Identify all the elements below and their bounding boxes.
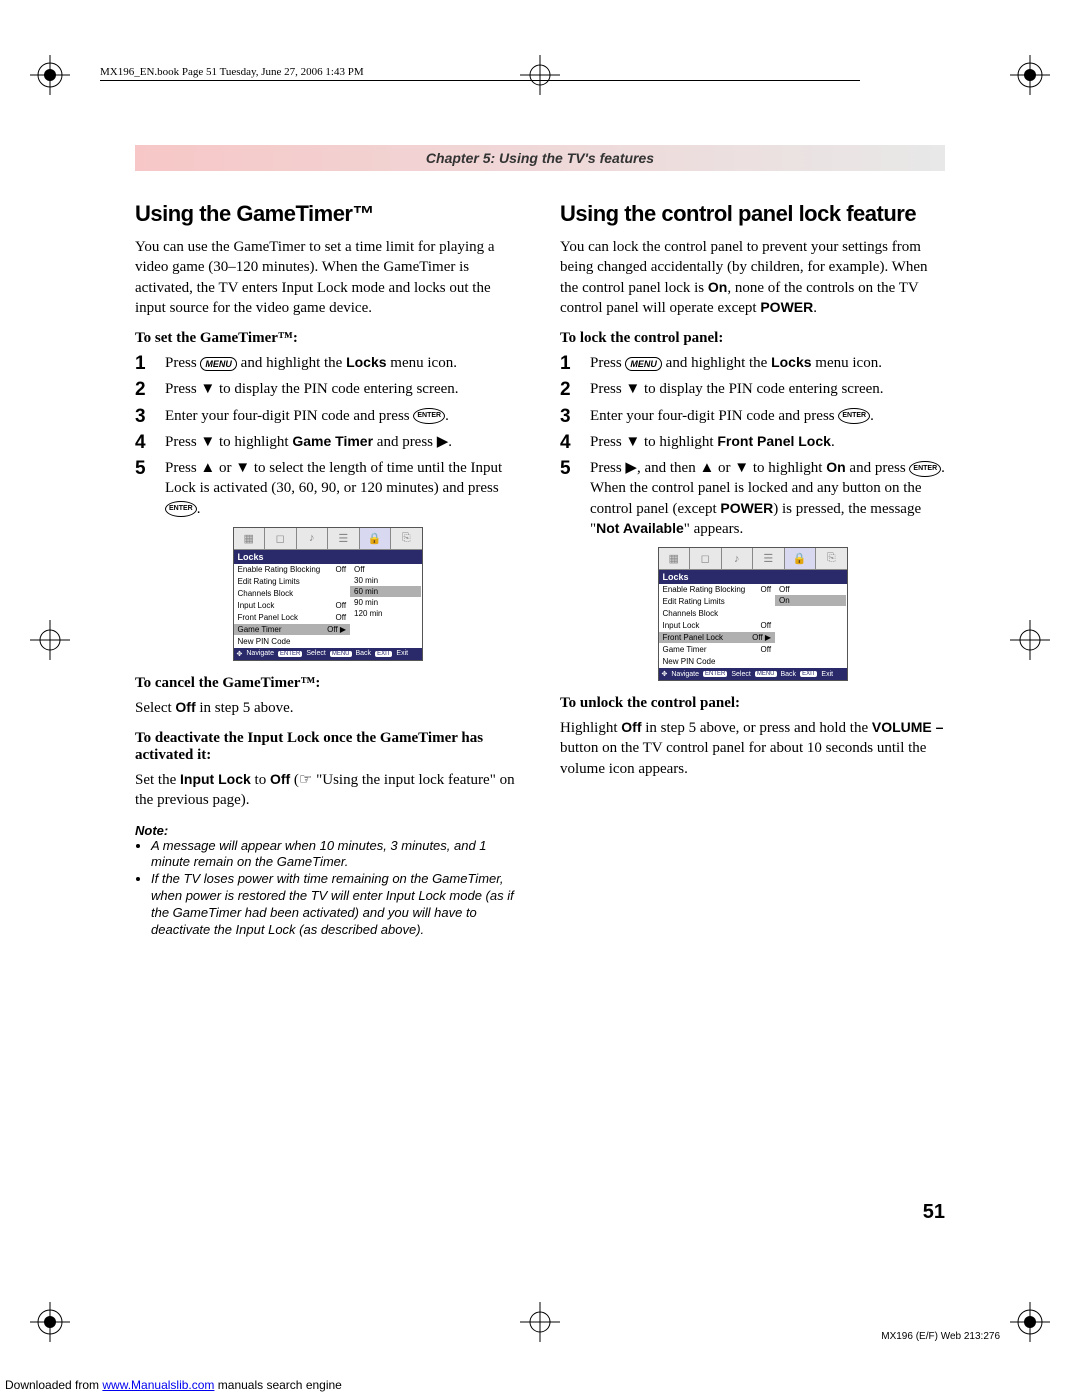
osd-tab-icon: ▦ bbox=[234, 528, 266, 549]
crop-mark-icon bbox=[1010, 1302, 1050, 1342]
osd-row: New PIN Code bbox=[234, 636, 351, 648]
note-list: A message will appear when 10 minutes, 3… bbox=[135, 838, 520, 939]
crop-mark-icon bbox=[520, 1302, 560, 1342]
crop-mark-icon bbox=[30, 620, 70, 660]
osd-row: Edit Rating Limits bbox=[659, 596, 776, 608]
unlock-text: Highlight Off in step 5 above, or press … bbox=[560, 718, 945, 779]
step-5: Press ▶, and then ▲ or ▼ to highlight On… bbox=[560, 458, 945, 539]
osd-option: Off bbox=[775, 584, 846, 595]
osd-option: Off bbox=[350, 564, 421, 575]
step-4: Press ▼ to highlight Game Timer and pres… bbox=[135, 432, 520, 452]
osd-option: 120 min bbox=[350, 608, 421, 619]
osd-row: Game TimerOff bbox=[659, 644, 776, 656]
osd-gametimer: ▦ ◻ ♪ ☰ 🔒 ⎘ Locks Enable Rating Blocking… bbox=[233, 527, 423, 661]
osd-tab-icon: ◻ bbox=[265, 528, 297, 549]
step-1: Press MENU and highlight the Locks menu … bbox=[560, 353, 945, 373]
osd-row: Input LockOff bbox=[234, 600, 351, 612]
right-column: Using the control panel lock feature You… bbox=[560, 201, 945, 939]
page-number: 51 bbox=[923, 1201, 945, 1224]
osd-tab-icon: ⎘ bbox=[391, 528, 422, 549]
deactivate-subhead: To deactivate the Input Lock once the Ga… bbox=[135, 730, 520, 764]
crop-mark-icon bbox=[1010, 620, 1050, 660]
gametimer-heading: Using the GameTimer™ bbox=[135, 201, 520, 227]
osd-title: Locks bbox=[659, 570, 847, 584]
lock-panel-subhead: To lock the control panel: bbox=[560, 330, 945, 347]
enter-button-icon: ENTER bbox=[909, 461, 941, 477]
osd-option: 30 min bbox=[350, 575, 421, 586]
deactivate-text: Set the Input Lock to Off (☞ "Using the … bbox=[135, 770, 520, 811]
osd-panellock: ▦ ◻ ♪ ☰ 🔒 ⎘ Locks Enable Rating Blocking… bbox=[658, 547, 848, 681]
osd-row: Front Panel LockOff bbox=[234, 612, 351, 624]
menu-button-icon: MENU bbox=[200, 357, 237, 371]
osd-tab-icon: ♪ bbox=[722, 548, 754, 569]
osd-option: On bbox=[775, 595, 846, 606]
download-note: Downloaded from www.Manualslib.com manua… bbox=[5, 1378, 342, 1392]
panellock-intro: You can lock the control panel to preven… bbox=[560, 237, 945, 318]
step-5: Press ▲ or ▼ to select the length of tim… bbox=[135, 458, 520, 519]
cancel-text: Select Off in step 5 above. bbox=[135, 698, 520, 718]
osd-row: Input LockOff bbox=[659, 620, 776, 632]
enter-button-icon: ENTER bbox=[413, 408, 445, 424]
step-3: Enter your four-digit PIN code and press… bbox=[560, 406, 945, 426]
cancel-gametimer-subhead: To cancel the GameTimer™: bbox=[135, 675, 520, 692]
page-content: Chapter 5: Using the TV's features Using… bbox=[135, 145, 945, 939]
osd-tab-icon: 🔒 bbox=[360, 528, 392, 549]
osd-tab-icon: ⎘ bbox=[816, 548, 847, 569]
osd-row: Game TimerOff ▶ bbox=[234, 624, 351, 636]
step-3: Enter your four-digit PIN code and press… bbox=[135, 406, 520, 426]
note-item: If the TV loses power with time remainin… bbox=[151, 871, 520, 939]
osd-footer: ✥Navigate ENTERSelect MENUBack EXITExit bbox=[659, 668, 847, 680]
osd-row: Front Panel LockOff ▶ bbox=[659, 632, 776, 644]
osd-tab-icon: ◻ bbox=[690, 548, 722, 569]
left-column: Using the GameTimer™ You can use the Gam… bbox=[135, 201, 520, 939]
footer-code: MX196 (E/F) Web 213:276 bbox=[881, 1331, 1000, 1342]
page-header-meta: MX196_EN.book Page 51 Tuesday, June 27, … bbox=[100, 66, 860, 81]
set-gametimer-subhead: To set the GameTimer™: bbox=[135, 330, 520, 347]
note-item: A message will appear when 10 minutes, 3… bbox=[151, 838, 520, 872]
crop-mark-icon bbox=[1010, 55, 1050, 95]
osd-tab-icon: ▦ bbox=[659, 548, 691, 569]
chapter-bar: Chapter 5: Using the TV's features bbox=[135, 145, 945, 171]
step-1: Press MENU and highlight the Locks menu … bbox=[135, 353, 520, 373]
step-4: Press ▼ to highlight Front Panel Lock. bbox=[560, 432, 945, 452]
osd-row: Channels Block bbox=[234, 588, 351, 600]
osd-footer: ✥Navigate ENTERSelect MENUBack EXITExit bbox=[234, 648, 422, 660]
menu-button-icon: MENU bbox=[625, 357, 662, 371]
gametimer-steps: Press MENU and highlight the Locks menu … bbox=[135, 353, 520, 519]
osd-option: 60 min bbox=[350, 586, 421, 597]
crop-mark-icon bbox=[30, 1302, 70, 1342]
note-head: Note: bbox=[135, 823, 520, 838]
osd-row: Enable Rating BlockingOff bbox=[659, 584, 776, 596]
panellock-heading: Using the control panel lock feature bbox=[560, 201, 945, 227]
manualslib-link[interactable]: www.Manualslib.com bbox=[102, 1378, 214, 1392]
osd-tab-icon: ♪ bbox=[297, 528, 329, 549]
unlock-subhead: To unlock the control panel: bbox=[560, 695, 945, 712]
crop-mark-icon bbox=[30, 55, 70, 95]
osd-tab-icon: ☰ bbox=[753, 548, 785, 569]
panellock-steps: Press MENU and highlight the Locks menu … bbox=[560, 353, 945, 539]
osd-title: Locks bbox=[234, 550, 422, 564]
osd-row: Enable Rating BlockingOff bbox=[234, 564, 351, 576]
osd-row: Channels Block bbox=[659, 608, 776, 620]
enter-button-icon: ENTER bbox=[838, 408, 870, 424]
gametimer-intro: You can use the GameTimer to set a time … bbox=[135, 237, 520, 318]
osd-tab-icon: ☰ bbox=[328, 528, 360, 549]
osd-option: 90 min bbox=[350, 597, 421, 608]
osd-tab-icon: 🔒 bbox=[785, 548, 817, 569]
step-2: Press ▼ to display the PIN code entering… bbox=[560, 379, 945, 399]
osd-row: New PIN Code bbox=[659, 656, 776, 668]
step-2: Press ▼ to display the PIN code entering… bbox=[135, 379, 520, 399]
enter-button-icon: ENTER bbox=[165, 501, 197, 517]
osd-row: Edit Rating Limits bbox=[234, 576, 351, 588]
